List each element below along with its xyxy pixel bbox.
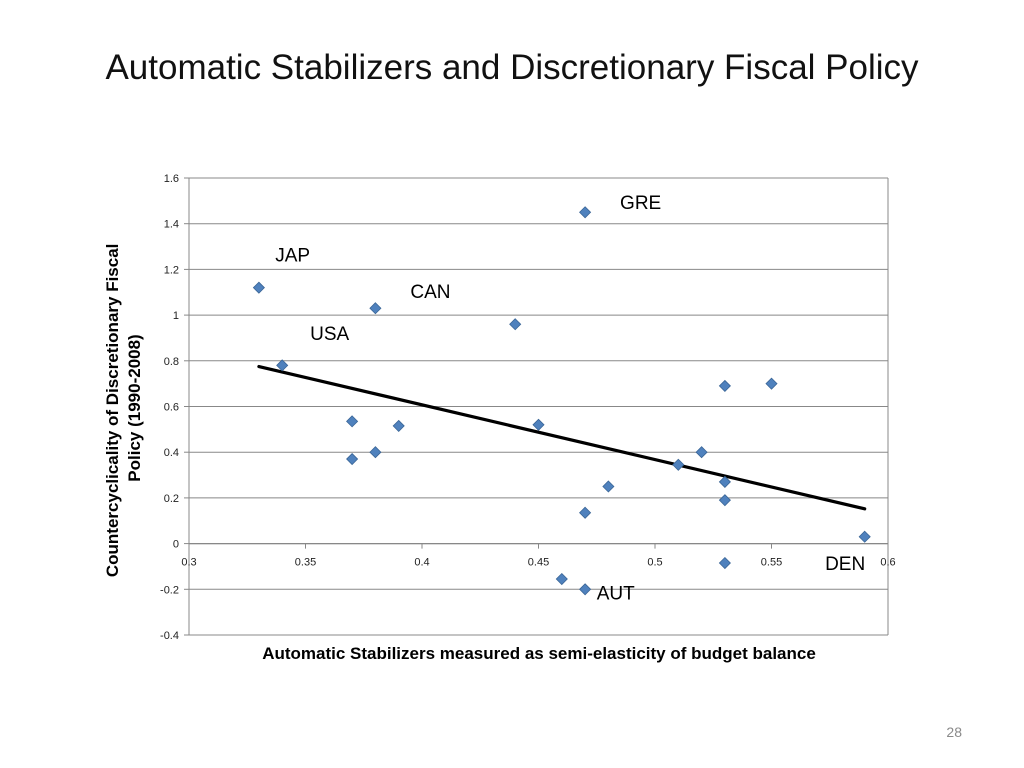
- y-tick-label: 0.8: [164, 356, 179, 368]
- data-point: [858, 530, 871, 543]
- x-tick-label: 0.45: [528, 557, 549, 569]
- x-tick-label: 0.3: [181, 557, 196, 569]
- y-tick-label: 0.6: [164, 402, 179, 414]
- data-point: [369, 302, 382, 315]
- x-axis-title: Automatic Stabilizers measured as semi-e…: [262, 644, 816, 663]
- y-tick-label: 0: [173, 539, 179, 551]
- data-point: [718, 494, 731, 507]
- y-tick-label: 1: [173, 310, 179, 322]
- scatter-chart: 1.61.41.210.80.60.40.20-0.2-0.4 0.3 0.35 0…: [103, 173, 896, 663]
- data-point: [718, 475, 731, 488]
- point-label-usa: USA: [310, 324, 349, 345]
- data-point: [718, 556, 731, 570]
- y-tick-label: 1.2: [164, 264, 179, 276]
- data-point: [532, 418, 545, 431]
- data-point: [555, 572, 568, 586]
- data-point: [579, 206, 592, 219]
- y-tick-label: 0.4: [164, 447, 179, 459]
- x-tick-label: 0.5: [647, 557, 662, 569]
- y-axis-title-line-2: Policy (1990-2008): [125, 334, 144, 481]
- point-label-gre: GRE: [620, 193, 661, 214]
- data-point: [509, 318, 522, 331]
- data-point: [602, 480, 615, 493]
- y-axis-title-line-1: Countercyclicality of Discretionary Fisc…: [103, 244, 122, 578]
- y-tick-label: 1.6: [164, 173, 179, 185]
- data-point: [346, 452, 359, 466]
- point-label-aut: AUT: [597, 584, 635, 605]
- data-point: [276, 359, 289, 372]
- data-point: [346, 415, 359, 428]
- y-tick-label: 0.2: [164, 493, 179, 505]
- data-point: [765, 377, 778, 390]
- point-label-den: DEN: [825, 554, 865, 575]
- x-tick-labels: 0.3 0.35 0.4 0.45 0.5 0.55 0.6: [181, 557, 895, 569]
- data-point: [579, 506, 592, 519]
- y-tick-label: -0.4: [160, 630, 179, 642]
- data-point: [695, 446, 708, 459]
- trendline-layer: [257, 364, 867, 511]
- data-points: [252, 206, 871, 596]
- x-tick-label: 0.6: [880, 557, 895, 569]
- data-point: [718, 379, 731, 393]
- y-axis-title: Countercyclicality of Discretionary Fisc…: [103, 239, 144, 577]
- y-tick-labels: 1.6 1.4 1.2 1 0.8 0.6 0.4 0.2 0 -0.2 -0.4: [160, 173, 179, 642]
- data-point: [672, 458, 685, 471]
- data-point: [579, 583, 592, 596]
- x-tick-label: 0.4: [414, 557, 429, 569]
- x-tick-label: 0.55: [761, 557, 782, 569]
- axes: [184, 177, 889, 636]
- trendline: [257, 364, 867, 511]
- y-tick-label: -0.2: [160, 584, 179, 596]
- point-label-jap: JAP: [275, 245, 310, 266]
- point-label-can: CAN: [410, 282, 450, 303]
- x-tick-label: 0.35: [295, 557, 316, 569]
- data-point: [252, 281, 265, 294]
- slide-number: 28: [946, 724, 962, 740]
- slide-title: Automatic Stabilizers and Discretionary …: [105, 48, 919, 87]
- point-annotations: GRE JAP CAN USA DEN AUT: [275, 193, 865, 605]
- data-point: [369, 446, 382, 459]
- data-point: [392, 419, 405, 432]
- y-tick-label: 1.4: [164, 219, 179, 231]
